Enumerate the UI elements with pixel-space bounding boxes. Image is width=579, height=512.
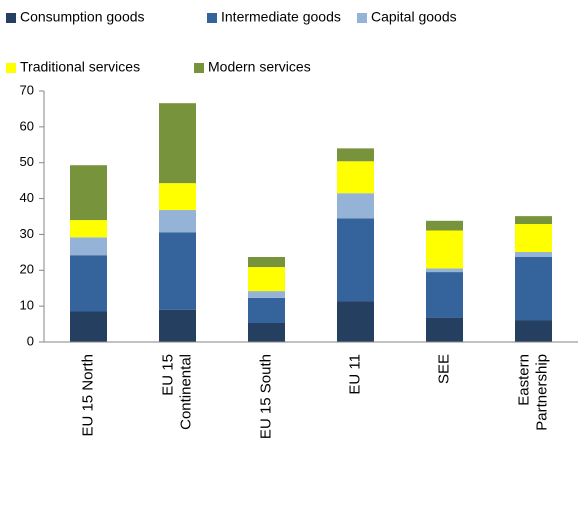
bar-segment <box>248 322 285 342</box>
bar-segment <box>426 268 463 273</box>
bar-segment <box>337 161 374 194</box>
x-tick-label: EU 15 South <box>257 354 274 439</box>
legend-label: Capital goods <box>371 9 457 25</box>
x-tick-label: EasternPartnership <box>515 354 550 431</box>
y-tick-label: 70 <box>20 82 34 97</box>
bar-segment <box>515 257 552 321</box>
bar-segment <box>248 297 285 323</box>
legend-swatch <box>194 63 204 73</box>
y-tick-label: 10 <box>20 298 34 313</box>
legend-swatch <box>207 13 217 23</box>
legend-swatch <box>6 63 16 73</box>
bar-segment <box>426 317 463 342</box>
bar-segment <box>159 183 196 211</box>
y-tick-label: 60 <box>20 118 34 133</box>
bar-segment <box>70 255 107 312</box>
bar-segment <box>70 237 107 256</box>
legend-label: Intermediate goods <box>221 9 341 25</box>
y-tick-label: 30 <box>20 226 34 241</box>
legend-swatch <box>6 13 16 23</box>
bar-segment <box>426 230 463 269</box>
bar-segment <box>515 216 552 225</box>
y-tick-label: 20 <box>20 262 34 277</box>
x-tick-label: SEE <box>435 354 452 384</box>
bar-segment <box>337 193 374 219</box>
bar-segment <box>70 165 107 221</box>
bar-segment <box>337 148 374 162</box>
y-tick-label: 40 <box>20 190 34 205</box>
bar-segment <box>159 210 196 233</box>
bar-segment <box>426 272 463 318</box>
bar-segment <box>337 218 374 302</box>
legend-label: Modern services <box>208 59 311 75</box>
bar-segment <box>515 224 552 252</box>
bar-segment <box>248 291 285 298</box>
bar-segment <box>159 232 196 310</box>
bar-segment <box>426 220 463 231</box>
x-tick-label: EU 15Continental <box>159 354 194 430</box>
bar-segment <box>70 220 107 238</box>
bar-segment <box>159 309 196 342</box>
legend-label: Consumption goods <box>20 9 145 25</box>
x-tick-label: EU 15 North <box>79 354 96 437</box>
legend-swatch <box>357 13 367 23</box>
bar-segment <box>515 251 552 258</box>
y-tick-label: 0 <box>27 333 34 348</box>
bar-segment <box>159 103 196 184</box>
y-tick-label: 50 <box>20 154 34 169</box>
x-tick-label: EU 11 <box>346 354 363 395</box>
bar-segment <box>70 311 107 342</box>
bar-segment <box>248 257 285 268</box>
bar-segment <box>515 320 552 342</box>
bar-segment <box>248 267 285 292</box>
legend-label: Traditional services <box>20 59 140 75</box>
bar-segment <box>337 301 374 342</box>
